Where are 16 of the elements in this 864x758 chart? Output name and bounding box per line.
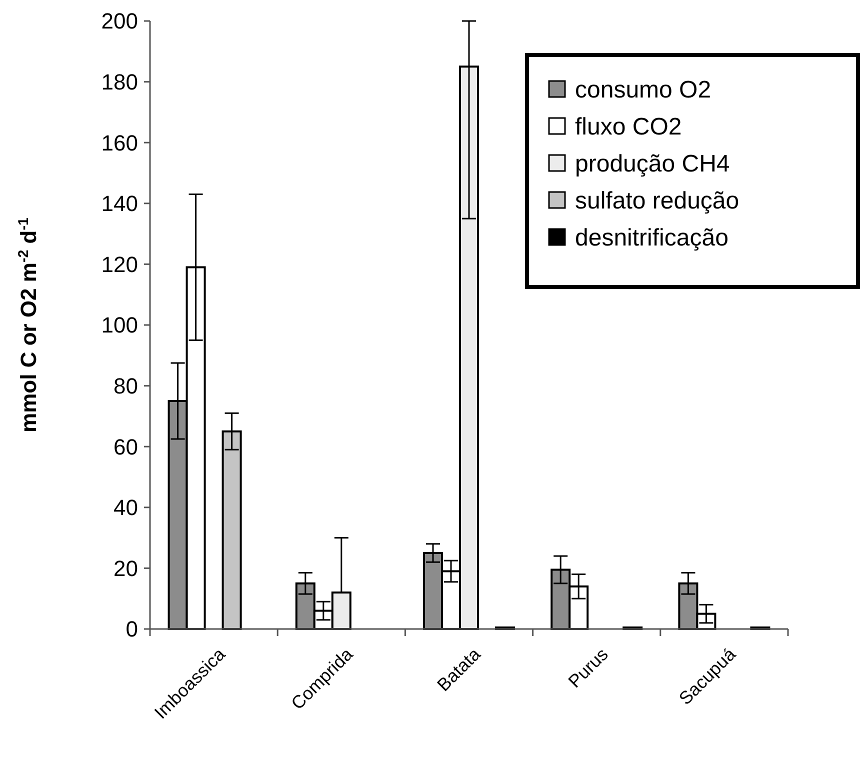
legend-label: consumo O2	[575, 76, 712, 104]
y-tick-label: 120	[101, 252, 138, 277]
y-tick-label: 20	[114, 556, 138, 581]
legend-label: desnitrificação	[575, 224, 728, 252]
legend-label: sulfato redução	[575, 187, 740, 214]
legend-label: produção CH4	[575, 150, 730, 178]
y-tick-label: 180	[101, 70, 138, 94]
y-tick-label: 200	[101, 8, 138, 34]
y-tick-label: 80	[114, 374, 138, 398]
y-tick-label: 60	[114, 434, 138, 460]
y-tick-label: 100	[101, 312, 138, 338]
y-tick-label: 0	[126, 616, 138, 642]
y-tick-label: 160	[101, 130, 138, 156]
legend-label: fluxo CO2	[575, 113, 682, 140]
y-tick-label: 140	[101, 191, 138, 216]
y-tick-label: 40	[114, 495, 138, 520]
